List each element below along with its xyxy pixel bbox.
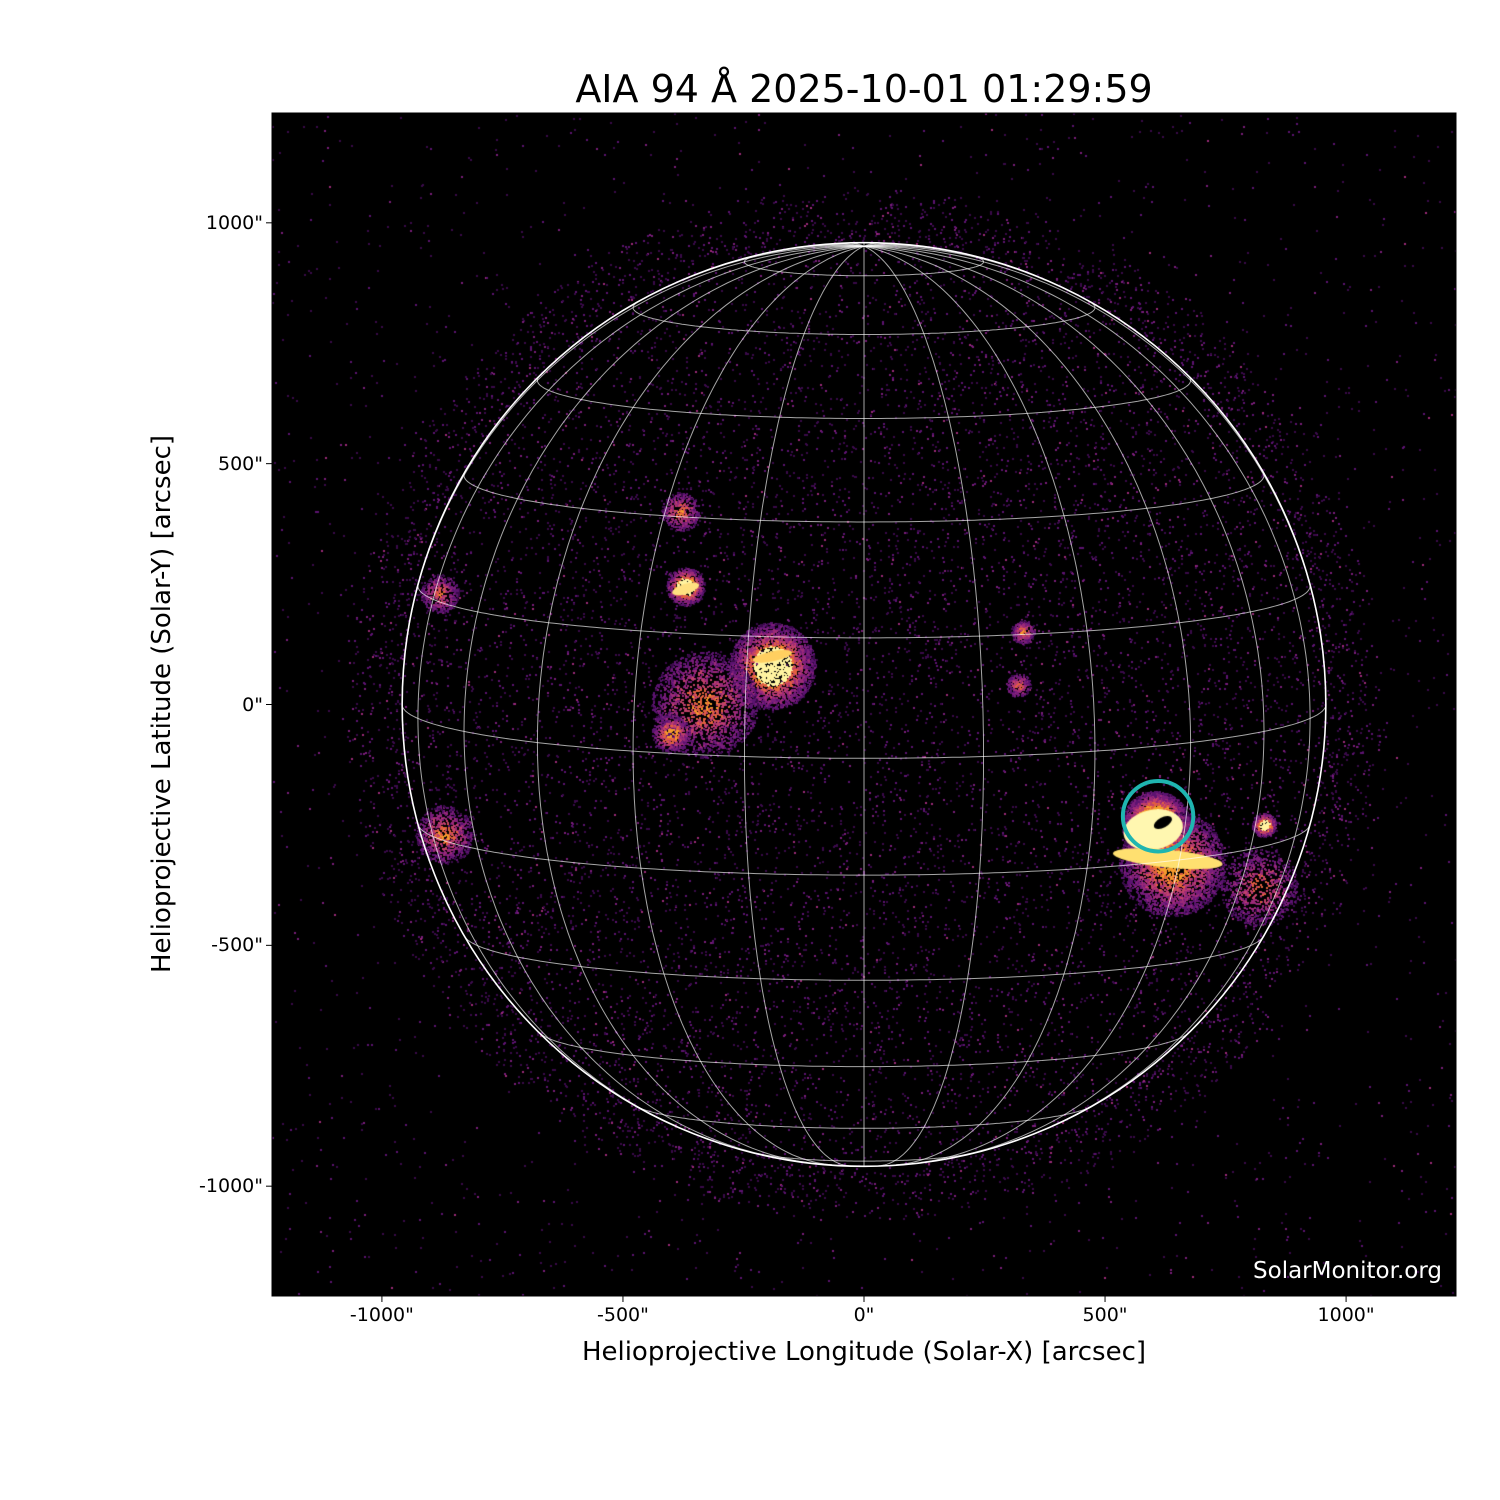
plot-frame — [271, 112, 1457, 1297]
longitude-line — [863, 245, 1096, 1166]
watermark: SolarMonitor.org — [1253, 1258, 1442, 1284]
longitude-line — [632, 245, 865, 1166]
longitude-line — [417, 245, 865, 1127]
y-tick-label: 500" — [217, 452, 263, 475]
region-annotation-circle — [1120, 779, 1196, 854]
x-axis-label: Helioprojective Longitude (Solar-X) [arc… — [581, 1337, 1147, 1367]
x-tick-label: -500" — [597, 1304, 649, 1326]
longitude-line — [863, 245, 1192, 1163]
chart-title: AIA 94 Å 2025-10-01 01:29:59 — [575, 67, 1153, 111]
longitude-line — [863, 245, 1311, 1127]
x-tick-label: 0" — [853, 1304, 875, 1326]
coordinate-grid-overlay — [401, 241, 1327, 1168]
solar-limb — [401, 241, 1327, 1168]
x-tick-label: -1000" — [349, 1304, 414, 1326]
plot-area: SolarMonitor.org — [272, 113, 1456, 1296]
y-tick-label: -500" — [211, 934, 263, 957]
longitude-line — [463, 245, 865, 1157]
longitude-line — [863, 245, 984, 1167]
y-tick-label: 0" — [242, 693, 263, 716]
y-tick-label: 1000" — [205, 211, 263, 234]
y-tick-label: -1000" — [199, 1175, 263, 1198]
longitude-line — [863, 245, 1265, 1157]
longitude-line — [536, 245, 865, 1163]
y-axis-label: Helioprojective Latitude (Solar-Y) [arcs… — [147, 434, 177, 974]
longitude-line — [744, 245, 865, 1167]
x-tick-label: 500" — [1082, 1304, 1128, 1326]
x-tick-label: 1000" — [1317, 1304, 1375, 1326]
